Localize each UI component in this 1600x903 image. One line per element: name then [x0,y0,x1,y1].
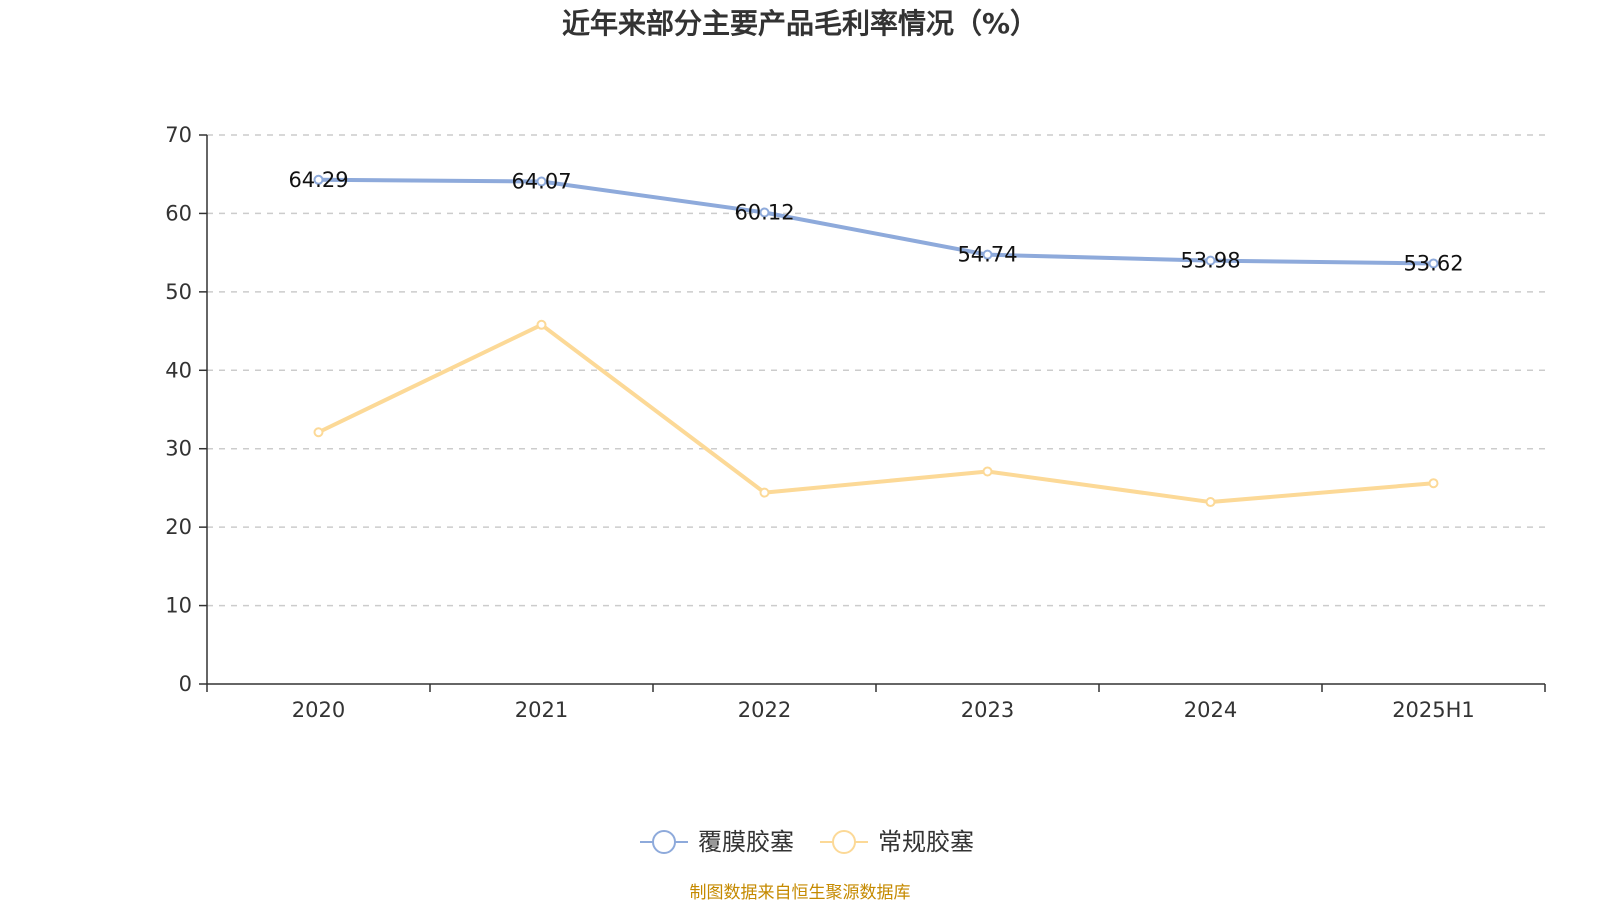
legend-label: 常规胶塞 [878,828,974,856]
axes: 0 10 20 30 40 50 60 70 2020 2021 2022 2023 2024 2025H… [165,123,1546,722]
data-labels: 64.29 64.07 60.12 54.74 53.98 53.62 [288,168,1463,276]
y-tick-label: 0 [179,672,192,696]
data-label: 60.12 [734,200,794,224]
data-point[interactable] [1428,478,1439,489]
data-point[interactable] [536,319,547,330]
data-source-note: 制图数据来自恒生聚源数据库 [689,883,911,903]
y-tick-label: 10 [165,594,192,618]
legend[interactable]: 覆膜胶塞 常规胶塞 [640,828,974,856]
legend-label: 覆膜胶塞 [698,828,794,856]
y-tick-label: 30 [165,437,192,461]
data-point[interactable] [759,207,770,218]
x-tick-label: 2023 [961,698,1014,722]
data-point[interactable] [313,427,324,438]
y-tick-label: 40 [165,358,192,382]
legend-marker [832,830,856,854]
y-tick-label: 50 [165,280,192,304]
y-tick-label: 20 [165,515,192,539]
series-line-1 [317,322,1434,505]
x-tick-label: 2021 [515,698,568,722]
series-layer [313,174,1439,508]
legend-marker [652,830,676,854]
series-line-0 [318,177,1434,266]
legend-item-0[interactable]: 覆膜胶塞 [640,828,794,856]
y-tick-label: 60 [165,201,192,225]
data-point[interactable] [1428,258,1439,269]
data-point[interactable] [982,466,993,477]
data-label: 64.29 [288,168,348,192]
grid-lines [207,134,1545,607]
data-label: 53.62 [1403,251,1463,275]
x-tick-label: 2024 [1184,698,1237,722]
data-point[interactable] [982,249,993,260]
y-tick-label: 70 [165,123,192,147]
x-tick-label: 2022 [738,698,791,722]
data-label: 54.74 [957,243,1017,267]
data-label: 64.07 [511,170,571,194]
data-point[interactable] [1205,255,1216,266]
data-point[interactable] [536,176,547,187]
chart-title: 近年来部分主要产品毛利率情况（%） [561,7,1039,40]
x-tick-label: 2025H1 [1392,698,1475,722]
data-label: 53.98 [1180,249,1240,273]
x-tick-label: 2020 [292,698,345,722]
data-point[interactable] [759,487,770,498]
legend-item-1[interactable]: 常规胶塞 [820,828,974,856]
data-point[interactable] [313,174,324,185]
data-point[interactable] [1205,497,1216,508]
